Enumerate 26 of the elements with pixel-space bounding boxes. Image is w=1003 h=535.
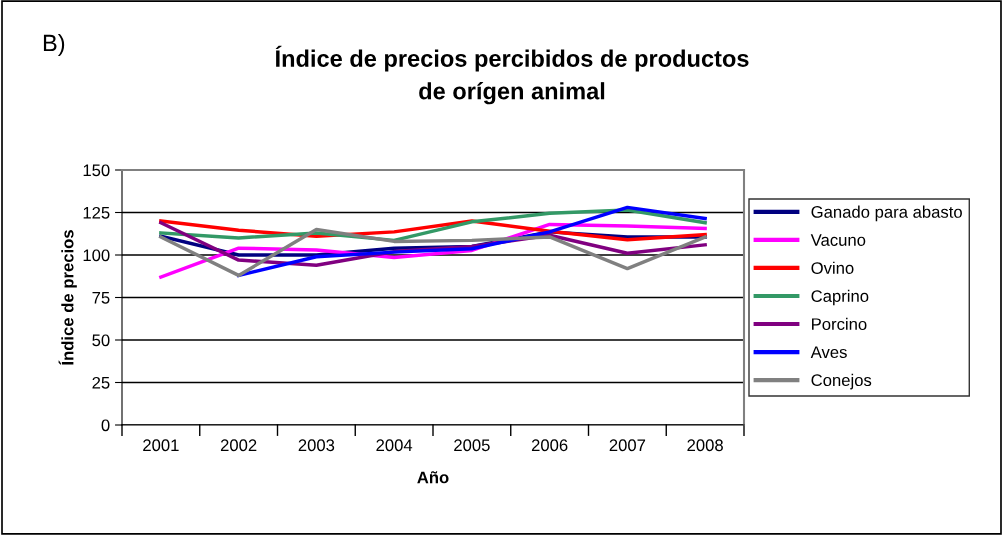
x-tick-label: 2005: [454, 439, 490, 452]
x-tick-label: 2006: [531, 439, 568, 452]
legend-label: Ganado para abasto: [811, 205, 962, 222]
y-tick-label: 150: [83, 164, 110, 177]
x-tick-label: 2004: [376, 439, 413, 452]
y-tick-label: 125: [83, 206, 110, 219]
legend-label: Conejos: [811, 373, 872, 390]
text: B): [43, 34, 65, 56]
legend-label: Caprino: [811, 289, 869, 306]
x-tick-label: 2007: [609, 439, 646, 452]
x-tick-label: 2001: [143, 439, 179, 452]
legend-label: Porcino: [812, 317, 867, 331]
y-tick-label: 25: [92, 376, 110, 389]
x-tick-label: 2002: [220, 439, 257, 452]
legend-label: Vacuno: [810, 234, 866, 246]
legend-label: Ovino: [811, 261, 854, 274]
legend-label: Aves: [810, 346, 847, 359]
x-axis-title: Año: [417, 471, 449, 484]
y-tick-label: 50: [92, 334, 110, 347]
y-axis-title: Índice de precios: [58, 230, 77, 365]
y-tick-label: 100: [83, 249, 110, 262]
x-tick-label: 2003: [298, 439, 335, 452]
x-tick-label: 2008: [687, 439, 723, 452]
chart-title: Índice de precios percibidos de productos de orígen animal: [275, 45, 749, 105]
y-tick-label: 75: [92, 292, 110, 304]
y-tick-label: 0: [101, 419, 110, 432]
